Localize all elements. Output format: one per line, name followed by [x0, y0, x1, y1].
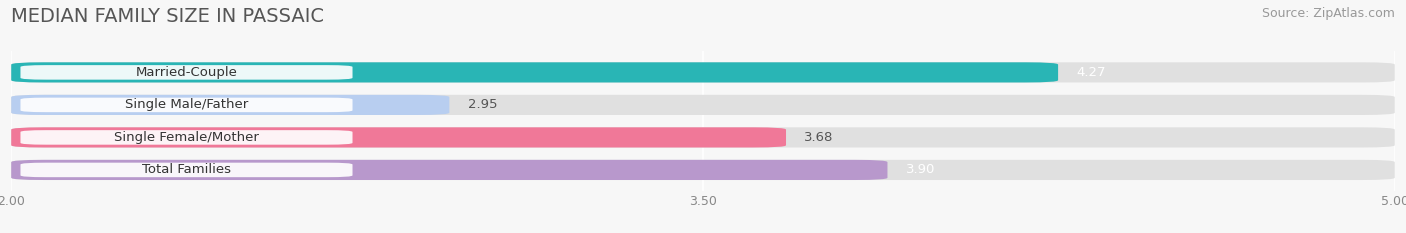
FancyBboxPatch shape	[11, 160, 1395, 180]
Text: Source: ZipAtlas.com: Source: ZipAtlas.com	[1261, 7, 1395, 20]
FancyBboxPatch shape	[21, 163, 353, 177]
FancyBboxPatch shape	[11, 95, 450, 115]
FancyBboxPatch shape	[11, 160, 887, 180]
FancyBboxPatch shape	[11, 62, 1059, 82]
FancyBboxPatch shape	[11, 127, 786, 147]
Text: Total Families: Total Families	[142, 163, 231, 176]
Text: Single Male/Father: Single Male/Father	[125, 98, 247, 111]
FancyBboxPatch shape	[11, 62, 1395, 82]
Text: 2.95: 2.95	[468, 98, 498, 111]
Text: Single Female/Mother: Single Female/Mother	[114, 131, 259, 144]
Text: 4.27: 4.27	[1077, 66, 1107, 79]
Text: Married-Couple: Married-Couple	[135, 66, 238, 79]
FancyBboxPatch shape	[21, 65, 353, 80]
FancyBboxPatch shape	[11, 95, 1395, 115]
Text: 3.68: 3.68	[804, 131, 834, 144]
FancyBboxPatch shape	[11, 127, 1395, 147]
Text: MEDIAN FAMILY SIZE IN PASSAIC: MEDIAN FAMILY SIZE IN PASSAIC	[11, 7, 325, 26]
Text: 3.90: 3.90	[905, 163, 935, 176]
FancyBboxPatch shape	[21, 130, 353, 145]
FancyBboxPatch shape	[21, 98, 353, 112]
